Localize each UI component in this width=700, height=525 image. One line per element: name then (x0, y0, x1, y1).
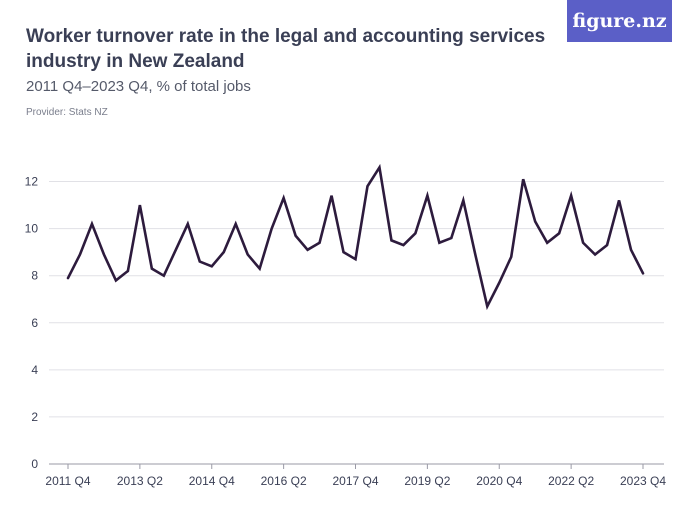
data-point (77, 252, 83, 258)
data-point (580, 240, 586, 246)
data-point (628, 247, 634, 253)
y-axis: 0 2 4 6 8 10 12 (25, 175, 39, 471)
x-tick-label: 2014 Q4 (189, 474, 235, 488)
data-point (532, 219, 538, 225)
data-point (257, 266, 263, 272)
data-point (305, 247, 311, 253)
data-point (568, 193, 574, 199)
data-point (460, 197, 466, 203)
data-point (101, 252, 107, 258)
y-tick-label: 6 (31, 316, 38, 330)
data-point (185, 221, 191, 227)
data-point (209, 263, 215, 269)
data-point (221, 249, 227, 255)
data-point (65, 275, 71, 281)
data-point (233, 221, 239, 227)
data-point (616, 197, 622, 203)
x-tick-label: 2011 Q4 (45, 474, 90, 488)
data-point (448, 235, 454, 241)
y-tick-label: 12 (25, 175, 39, 189)
data-point (364, 183, 370, 189)
data-point (520, 176, 526, 182)
data-point (197, 259, 203, 265)
data-point (353, 256, 359, 262)
x-axis: 2011 Q4 2013 Q2 2014 Q4 2016 Q2 2017 Q4 2019 … (45, 464, 666, 488)
x-tick-label: 2016 Q2 (261, 474, 307, 488)
data-point (317, 240, 323, 246)
data-point (436, 240, 442, 246)
data-point (556, 230, 562, 236)
figure-nz-logo[interactable]: figure.nz (567, 0, 672, 42)
data-point (293, 233, 299, 239)
chart-subtitle: 2011 Q4–2023 Q4, % of total jobs (26, 78, 251, 95)
data-point (245, 252, 251, 258)
y-tick-label: 4 (31, 363, 38, 377)
data-point (640, 270, 646, 276)
series-group (65, 163, 646, 311)
data-point (604, 242, 610, 248)
data-point (412, 230, 418, 236)
x-tick-label: 2023 Q4 (620, 474, 666, 488)
data-point (269, 226, 275, 232)
data-point (472, 252, 478, 258)
x-tick-label: 2017 Q4 (332, 474, 378, 488)
data-point (113, 277, 119, 283)
x-tick-label: 2020 Q4 (476, 474, 522, 488)
data-point (388, 237, 394, 243)
x-tick-label: 2022 Q2 (548, 474, 594, 488)
data-point (508, 254, 514, 260)
gridlines (49, 181, 664, 465)
chart-title: Worker turnover rate in the legal and ac… (26, 26, 546, 72)
data-point (281, 195, 287, 201)
y-tick-label: 10 (25, 222, 39, 236)
data-point (149, 266, 155, 272)
data-point (376, 164, 382, 170)
data-point (161, 273, 167, 279)
x-tick-label: 2019 Q2 (404, 474, 450, 488)
data-provider: Provider: Stats NZ (26, 107, 108, 118)
data-point (592, 252, 598, 258)
data-point (137, 202, 143, 208)
data-point (173, 247, 179, 253)
data-point (89, 221, 95, 227)
x-tick-label: 2013 Q2 (117, 474, 163, 488)
data-point (484, 303, 490, 309)
data-point (400, 242, 406, 248)
data-point (341, 249, 347, 255)
y-tick-label: 0 (31, 457, 38, 471)
data-point (544, 240, 550, 246)
data-point (496, 280, 502, 286)
y-tick-label: 2 (31, 410, 38, 424)
series-line (66, 163, 645, 311)
data-point (125, 268, 131, 274)
data-point (424, 193, 430, 199)
data-point (329, 193, 335, 199)
y-tick-label: 8 (31, 269, 38, 283)
